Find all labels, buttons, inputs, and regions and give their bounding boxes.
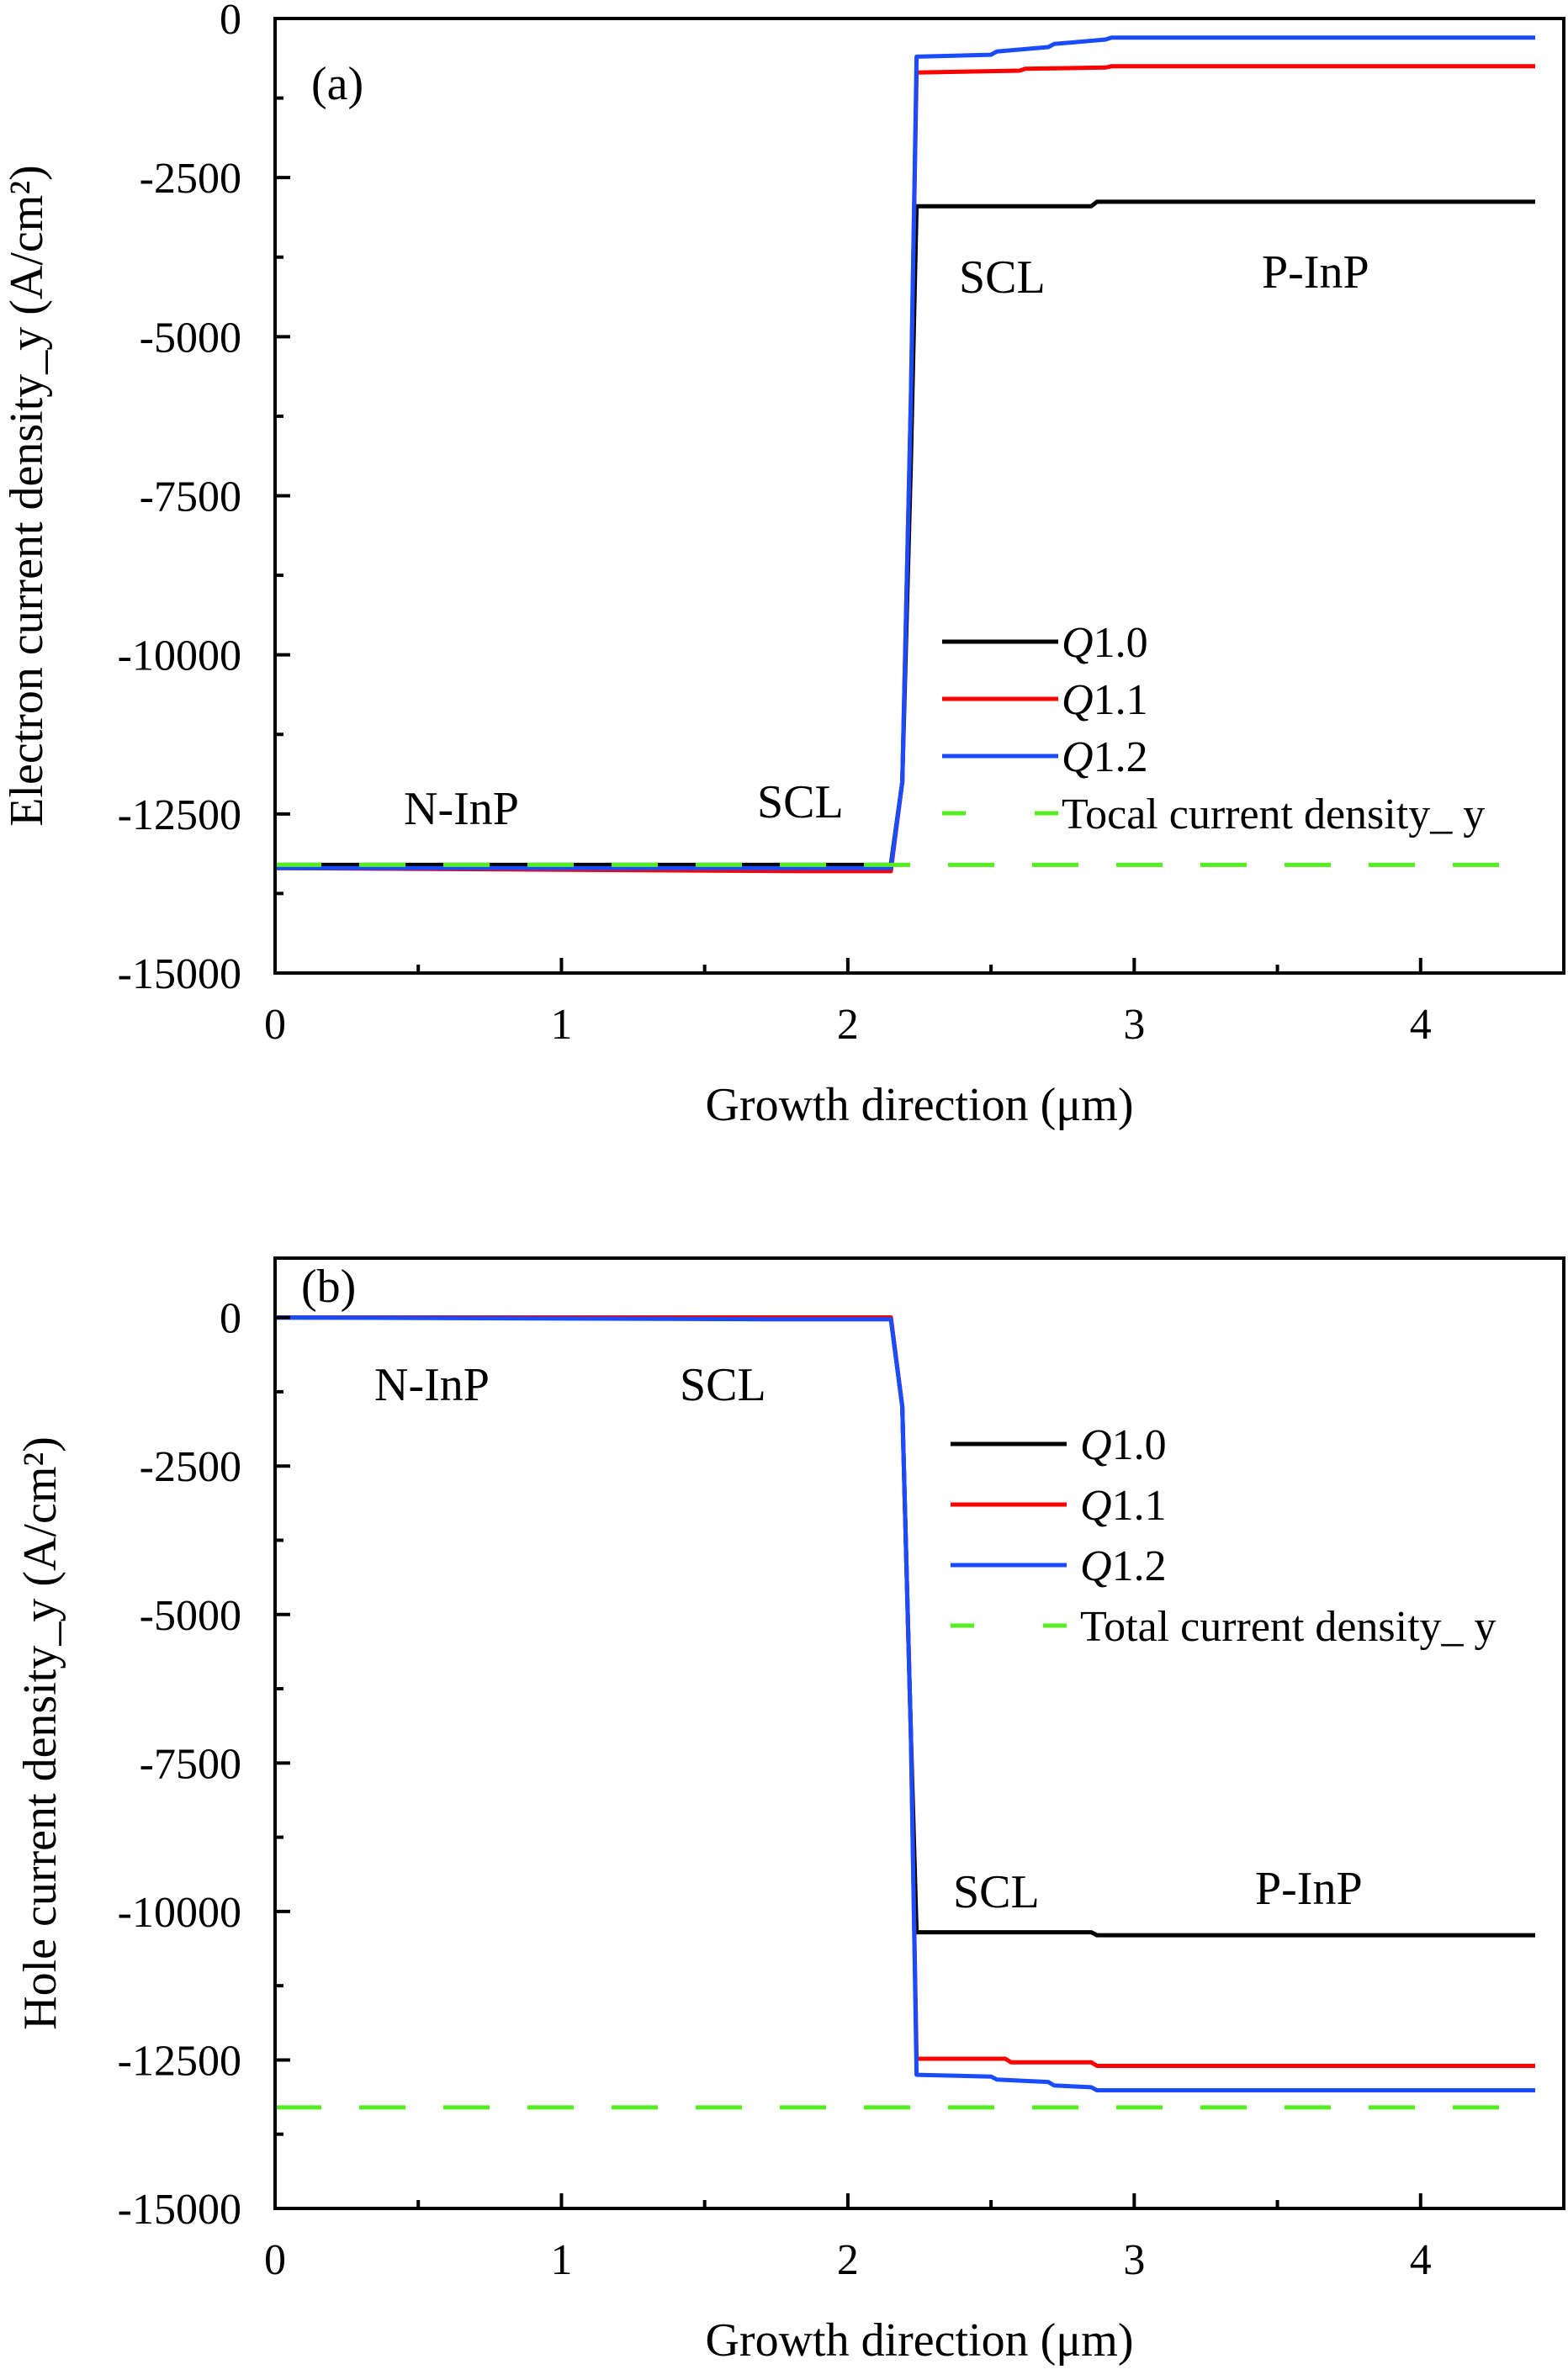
x-tick-label: 3 [1123, 2236, 1145, 2284]
legend-label-rest: 1.1 [1112, 1482, 1167, 1530]
y-tick-label: -5000 [140, 1592, 241, 1640]
panel-label: (b) [301, 1261, 356, 1313]
legend-label: Tocal current density_ y [1062, 791, 1485, 838]
legend-label-rest: 1.2 [1094, 733, 1148, 781]
region-label: N-InP [374, 1359, 490, 1411]
legend-label-prefix: Q [1062, 676, 1094, 724]
x-tick-label: 0 [264, 1001, 286, 1049]
region-label: P-InP [1255, 1863, 1363, 1915]
plot-frame [273, 1256, 1565, 2210]
legend-label-prefix: Q [1080, 1542, 1112, 1590]
legend-label-rest: 1.1 [1094, 676, 1148, 724]
region-label: SCL [680, 1359, 766, 1411]
y-tick-label: -10000 [118, 632, 241, 680]
x-tick-label: 0 [264, 2236, 286, 2284]
panel-label: (a) [311, 58, 363, 110]
y-tick-label: -15000 [118, 950, 241, 998]
legend-label-prefix: Q [1080, 1482, 1112, 1530]
series-line-q1-2 [274, 1315, 1535, 2092]
x-axis-label: Growth direction (μm) [705, 2314, 1133, 2367]
series-line-q1-0 [275, 199, 1535, 867]
y-tick-label: -2500 [140, 1443, 241, 1491]
y-tick-label: -15000 [118, 2186, 241, 2234]
x-tick-label: 3 [1123, 1001, 1145, 1049]
region-label: SCL [959, 251, 1046, 304]
x-tick-label: 4 [1410, 1001, 1432, 1049]
region-label: P-InP [1262, 246, 1369, 299]
legend-label: Q1.0 [1062, 619, 1148, 667]
region-label: N-InP [404, 783, 519, 835]
legend-label: Total current density_ y [1080, 1603, 1496, 1651]
y-tick-label: -2500 [140, 155, 241, 203]
x-tick-label: 4 [1410, 2236, 1432, 2284]
x-tick-label: 2 [837, 1001, 859, 1049]
y-axis-label: Electron current density_y (A/cm²) [1, 165, 53, 827]
x-axis-label: Growth direction (μm) [705, 1079, 1133, 1131]
series-line-q1-2 [275, 35, 1535, 870]
legend-label: Q1.2 [1080, 1542, 1167, 1590]
legend-label: Q1.2 [1062, 733, 1148, 781]
y-tick-label: 0 [220, 0, 241, 44]
legend-label: Q1.0 [1080, 1421, 1167, 1469]
legend-label: Q1.1 [1080, 1482, 1167, 1530]
x-tick-label: 1 [550, 1001, 572, 1049]
y-tick-label: -12500 [118, 2037, 241, 2085]
y-axis-label: Hole current density_y (A/cm²) [14, 1436, 66, 2030]
legend-label-prefix: Q [1062, 733, 1094, 781]
legend-label-rest: 1.0 [1094, 619, 1148, 667]
x-tick-label: 2 [837, 2236, 859, 2284]
y-tick-label: -5000 [140, 314, 241, 362]
y-tick-label: -7500 [140, 1740, 241, 1788]
series-line-q1-1 [275, 1315, 1535, 2068]
region-label: SCL [953, 1866, 1040, 1918]
legend-label-rest: 1.0 [1112, 1421, 1167, 1469]
legend-label-prefix: Q [1062, 619, 1094, 667]
x-tick-label: 1 [550, 2236, 572, 2284]
legend-label-rest: 1.2 [1112, 1542, 1167, 1590]
legend-label: Q1.1 [1062, 676, 1148, 724]
chart-panel-b: 0 1 2 3 4 0 -2500 -5000 -7500 -10000 -12500 -15000 G… [14, 1256, 1565, 2367]
y-tick-label: 0 [220, 1295, 241, 1343]
chart-panel-a: 0 1 2 3 4 0 -2500 -5000 -7500 -10000 -12500 -15000 G… [1, 0, 1565, 1131]
y-tick-label: -10000 [118, 1889, 241, 1937]
legend-label-prefix: Q [1080, 1421, 1112, 1469]
y-tick-label: -7500 [140, 473, 241, 521]
region-label: SCL [757, 776, 844, 828]
y-tick-label: -12500 [118, 791, 241, 839]
